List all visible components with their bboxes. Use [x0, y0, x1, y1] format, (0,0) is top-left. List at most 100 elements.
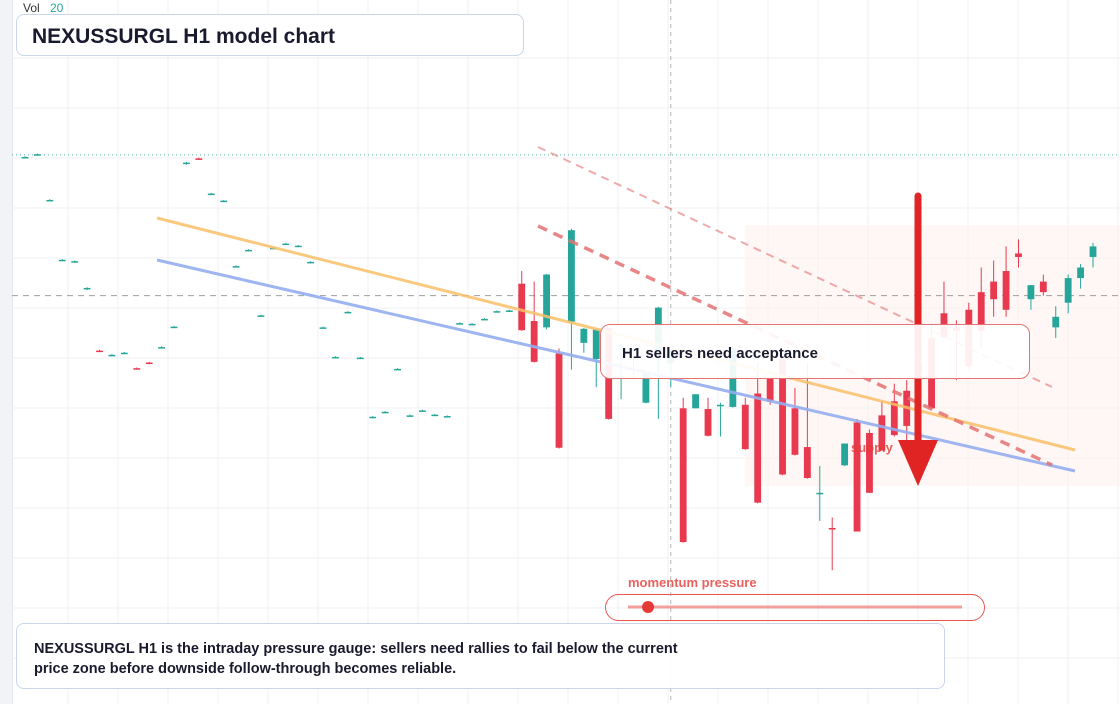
- candle-body: [83, 287, 91, 290]
- chart-title: NEXUSSURGL H1 model chart: [32, 25, 336, 48]
- volume-value: 20: [50, 1, 64, 15]
- candle-down: [195, 157, 203, 160]
- candle-up: [232, 265, 240, 268]
- candle-body: [1089, 246, 1097, 257]
- candle-body: [791, 408, 799, 455]
- candle-body: [828, 528, 836, 530]
- candle-up: [568, 228, 575, 370]
- candle-body: [505, 310, 513, 312]
- resistance-line-inner: [537, 224, 1053, 467]
- candle-up: [282, 242, 290, 246]
- candle-down: [530, 281, 538, 363]
- momentum-pressure-gauge: [605, 594, 985, 621]
- momentum-pressure-label: momentum pressure: [628, 575, 757, 590]
- candle-down: [791, 387, 799, 456]
- candle-down: [1002, 246, 1010, 317]
- candle-body: [841, 443, 849, 466]
- candle-body: [555, 353, 563, 448]
- candle-body: [220, 200, 228, 203]
- candle-body: [1002, 271, 1010, 310]
- candle-body: [34, 154, 41, 156]
- chart-title-card: NEXUSSURGL H1 model chart: [16, 14, 524, 56]
- candle-body: [530, 321, 538, 362]
- candle-down: [990, 260, 998, 317]
- candle-up: [356, 356, 364, 360]
- candle-body: [766, 377, 774, 402]
- candle-body: [394, 368, 401, 371]
- candle-body: [108, 354, 116, 357]
- candle-up: [245, 249, 252, 252]
- candle-up: [332, 356, 339, 359]
- candle-body: [717, 404, 724, 407]
- candle-up: [1077, 264, 1084, 289]
- candle-body: [170, 326, 178, 329]
- candle-body: [456, 323, 464, 325]
- candle-body: [890, 401, 898, 436]
- candle-up: [592, 328, 600, 388]
- candle-up: [46, 199, 54, 202]
- candle-up: [58, 259, 66, 262]
- candle-body: [468, 323, 476, 326]
- candle-down: [518, 271, 526, 331]
- candle-body: [120, 352, 128, 355]
- candle-body: [158, 347, 166, 349]
- candle-body: [369, 416, 377, 419]
- analysis-note-line-2: price zone before downside follow-throug…: [34, 661, 457, 677]
- candle-up: [481, 318, 488, 321]
- candle-up: [816, 466, 824, 521]
- price-scale-rail[interactable]: [0, 0, 13, 704]
- seller-callout: H1 sellers need acceptance: [600, 324, 1030, 379]
- candle-down: [555, 348, 563, 449]
- candle-body: [1039, 281, 1047, 293]
- candle-body: [1077, 267, 1084, 279]
- candle-body: [481, 318, 488, 321]
- candle-up: [468, 323, 476, 326]
- analysis-note: NEXUSSURGL H1 is the intraday pressure g…: [34, 639, 734, 679]
- candle-body: [679, 408, 687, 543]
- candle-down: [866, 429, 873, 493]
- candle-up: [307, 261, 315, 264]
- candle-up: [443, 415, 451, 418]
- candle-body: [518, 283, 526, 331]
- candle-up: [120, 352, 128, 355]
- candle-body: [195, 158, 203, 160]
- candle-body: [878, 415, 886, 451]
- candle-body: [977, 292, 985, 331]
- candle-body: [1052, 316, 1060, 328]
- candle-body: [431, 414, 439, 417]
- candle-body: [990, 281, 998, 300]
- candle-up: [394, 368, 401, 371]
- candle-body: [257, 315, 265, 317]
- candle-body: [418, 410, 426, 412]
- candle-body: [183, 162, 190, 165]
- candle-body: [21, 156, 29, 159]
- candle-body: [71, 261, 79, 263]
- candle-body: [319, 327, 327, 329]
- candle-body: [866, 432, 873, 493]
- candle-down: [704, 397, 712, 437]
- callout-text: H1 sellers need acceptance: [622, 345, 818, 362]
- candle-up: [841, 443, 849, 467]
- candle-body: [332, 356, 339, 359]
- candle-up: [220, 199, 228, 203]
- candle-body: [443, 416, 451, 418]
- candle-body: [642, 372, 650, 403]
- candle-up: [207, 192, 215, 196]
- candle-body: [1064, 278, 1072, 303]
- volume-label: Vol: [23, 1, 40, 15]
- candle-body: [46, 199, 54, 202]
- candle-up: [21, 156, 29, 159]
- candle-up: [83, 287, 91, 291]
- candle-body: [493, 311, 501, 313]
- candle-down: [853, 418, 861, 532]
- candle-body: [543, 274, 550, 328]
- candle-up: [1027, 285, 1035, 310]
- candle-down: [741, 397, 749, 450]
- candle-down: [1015, 239, 1022, 268]
- supply-zone-label: supply: [851, 440, 893, 455]
- candle-body: [741, 404, 749, 450]
- candle-body: [568, 230, 575, 322]
- resistance-line-outer: [537, 146, 1053, 388]
- candle-up: [505, 309, 513, 312]
- candle-up: [170, 325, 178, 329]
